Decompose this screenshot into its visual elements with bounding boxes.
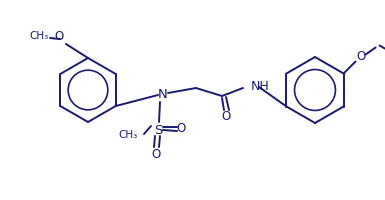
Text: CH₃: CH₃ <box>29 31 49 41</box>
Text: NH: NH <box>251 79 270 92</box>
Text: S: S <box>154 123 162 136</box>
Text: O: O <box>151 148 161 160</box>
Text: O: O <box>356 50 365 63</box>
Text: O: O <box>221 110 231 123</box>
Text: N: N <box>158 88 168 102</box>
Text: CH₃: CH₃ <box>118 130 137 140</box>
Text: O: O <box>176 121 186 134</box>
Text: O: O <box>54 30 64 44</box>
